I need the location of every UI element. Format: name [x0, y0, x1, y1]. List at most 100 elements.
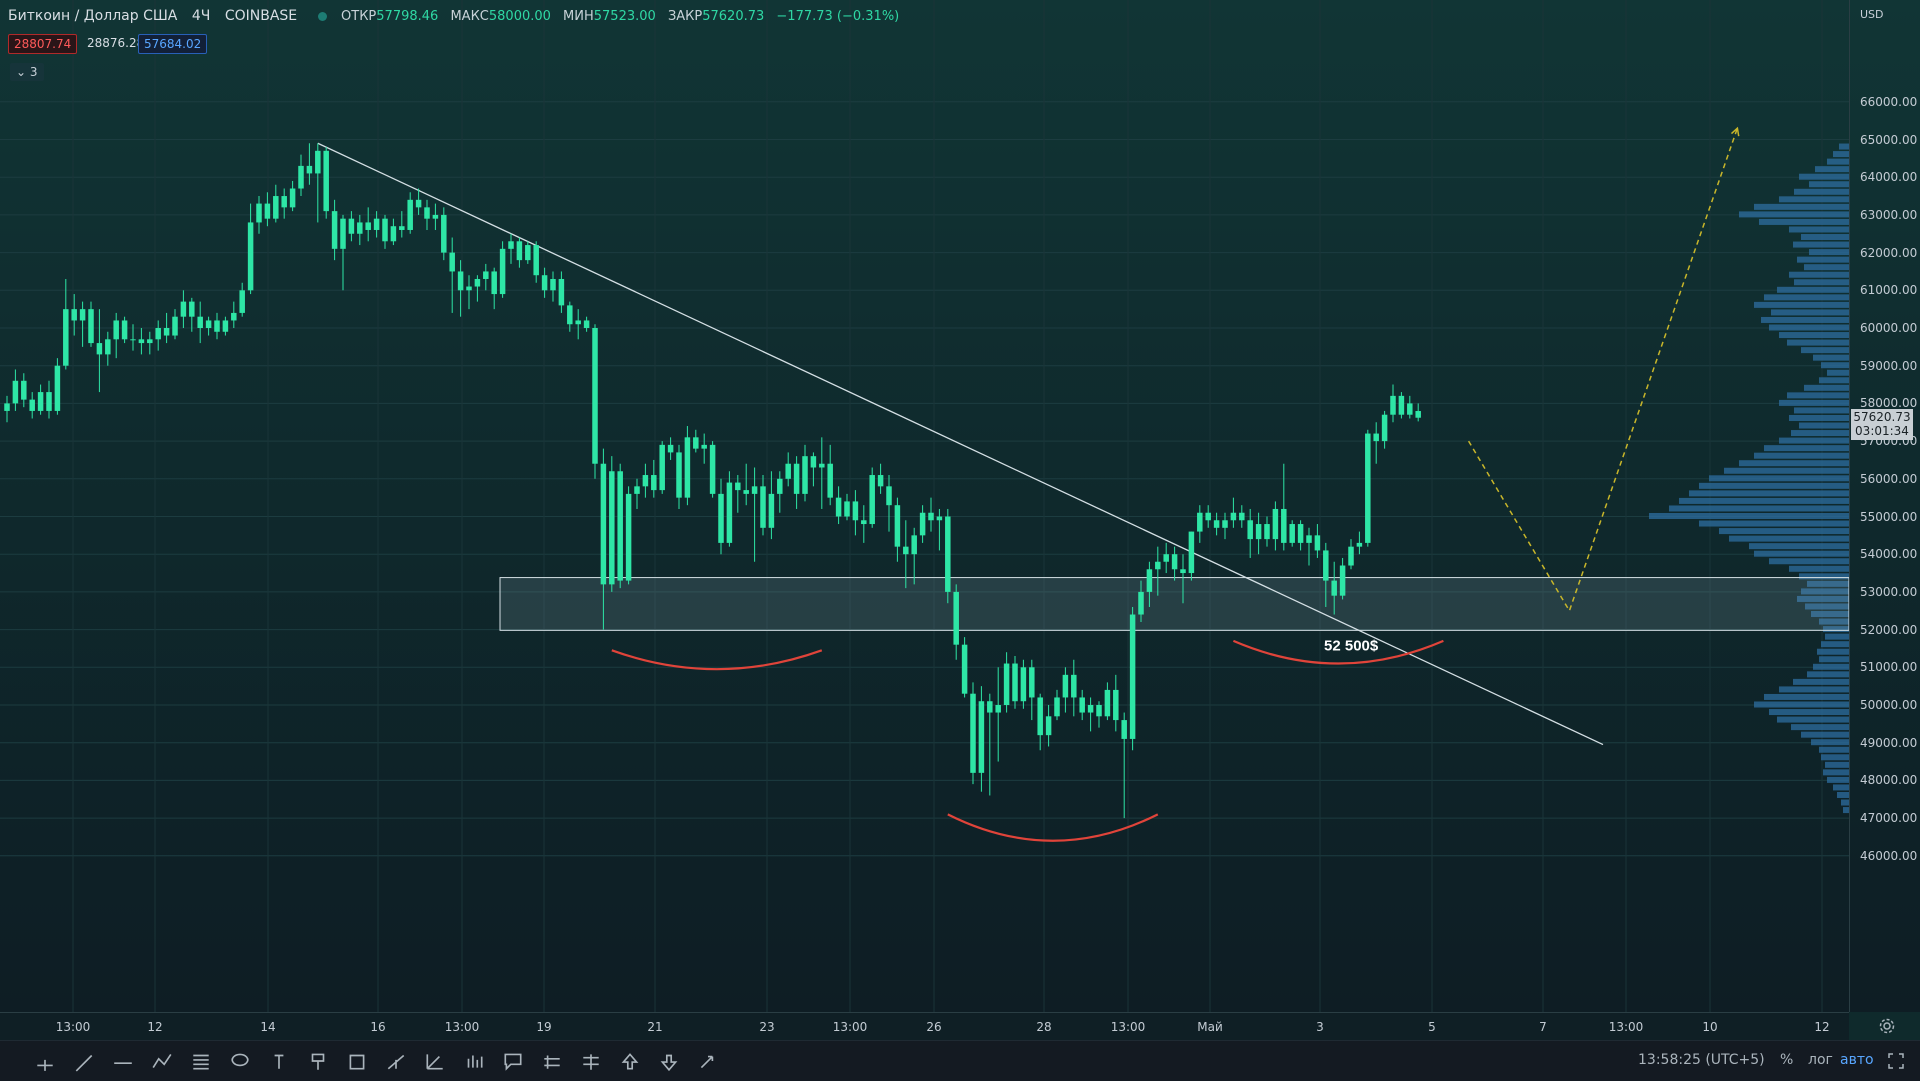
- candle-body: [163, 328, 170, 336]
- candle-body: [1087, 705, 1094, 713]
- clock[interactable]: 13:58:25 (UTC+5): [1638, 1052, 1765, 1068]
- ohlc-values: ОТКР57798.46 МАКС58000.00 МИН57523.00 ЗА…: [341, 9, 907, 24]
- parallel-tool[interactable]: [537, 1047, 567, 1075]
- low-value: 57523.00: [593, 9, 656, 24]
- candle-body: [1205, 512, 1211, 521]
- symbol-name[interactable]: Биткоин / Доллар США: [8, 8, 178, 24]
- channel-tool[interactable]: [576, 1047, 606, 1075]
- open-value: 57798.46: [376, 9, 439, 24]
- volume-profile-bar: [1779, 332, 1849, 339]
- volume-profile-bar: [1841, 799, 1849, 806]
- volume-profile-bar: [1801, 588, 1849, 595]
- brush-tool[interactable]: [303, 1047, 333, 1075]
- log-scale-toggle[interactable]: лог: [1808, 1052, 1833, 1068]
- candle-body: [961, 644, 968, 694]
- candle-body: [172, 316, 178, 336]
- gear-icon[interactable]: [1878, 1017, 1896, 1035]
- price-chart[interactable]: 52 500$: [0, 0, 1849, 1012]
- pattern-arc: [1232, 639, 1444, 665]
- volume-profile-bar: [1754, 550, 1849, 557]
- arrow-down-icon: [660, 1054, 678, 1072]
- time-tick-label: 13:00: [832, 1020, 868, 1034]
- time-tick-label: 12: [1814, 1020, 1830, 1034]
- pitchfork-tool[interactable]: [381, 1047, 411, 1075]
- percent-scale-toggle[interactable]: %: [1780, 1052, 1794, 1068]
- candle-body: [415, 199, 422, 208]
- candle-body: [138, 339, 145, 344]
- volume-profile-bar: [1724, 467, 1849, 474]
- chart-area[interactable]: 52 500$ Биткоин / Доллар США 4Ч COINBASE…: [0, 0, 1849, 1012]
- volume-profile-bar: [1799, 422, 1849, 429]
- candle-body: [1113, 689, 1119, 721]
- candle-body: [617, 471, 623, 581]
- candle-body: [919, 512, 926, 536]
- ellipse-tool[interactable]: [225, 1047, 255, 1075]
- crosshair-icon: [37, 1059, 53, 1071]
- candle-body: [541, 275, 548, 291]
- candle-body: [558, 278, 565, 306]
- candle-body: [457, 271, 464, 291]
- candle-body: [1003, 663, 1010, 705]
- fullscreen-icon[interactable]: [1888, 1053, 1904, 1069]
- horizontal-line-icon: [114, 1062, 132, 1065]
- price-tick-label: 56000.00: [1860, 471, 1918, 486]
- candle-body: [1306, 535, 1312, 543]
- interval-label[interactable]: 4Ч: [191, 8, 211, 24]
- volume-profile-bar: [1787, 339, 1849, 346]
- candle-body: [928, 512, 934, 521]
- time-tick-label: 13:00: [1110, 1020, 1146, 1034]
- buy-price-badge[interactable]: 57684.02: [138, 34, 208, 54]
- volume-profile-bar: [1771, 309, 1849, 316]
- volume-profile-bar: [1779, 686, 1849, 693]
- indicators-collapse-button[interactable]: ⌄ 3: [10, 63, 44, 81]
- polyline-tool[interactable]: [147, 1047, 177, 1075]
- candle-body: [441, 214, 447, 253]
- price-axis[interactable]: USD 46000.00 47000.00 48000.00 49000.00 5000…: [1849, 0, 1920, 1012]
- trendline-tool[interactable]: [69, 1047, 99, 1075]
- volume-tool[interactable]: [459, 1047, 489, 1075]
- candle-body: [1213, 520, 1220, 528]
- fib-tool[interactable]: [186, 1047, 216, 1075]
- candle-body: [1121, 720, 1127, 739]
- candle-body: [684, 437, 691, 498]
- candle-body: [869, 475, 875, 525]
- horizontal-line-tool[interactable]: [108, 1047, 138, 1075]
- text-tool[interactable]: [264, 1047, 294, 1075]
- arrow-up-tool[interactable]: [615, 1047, 645, 1075]
- candle-body: [1180, 569, 1186, 574]
- arrow-down-tool[interactable]: [654, 1047, 684, 1075]
- volume-profile-bar: [1821, 641, 1849, 648]
- price-tick-label: 59000.00: [1860, 358, 1918, 373]
- time-axis[interactable]: 13:00 12 14 16 13:00 19 21 23 13:00 26 28 13:00 Май 3…: [0, 1012, 1849, 1041]
- candle-body: [953, 591, 959, 645]
- candle-body: [449, 252, 455, 272]
- volume-profile-bar: [1805, 603, 1849, 610]
- candle-body: [827, 463, 833, 498]
- volume-profile-bar: [1809, 249, 1849, 256]
- candle-body: [894, 505, 901, 547]
- gann-tool[interactable]: [420, 1047, 450, 1075]
- fib-icon: [193, 1054, 209, 1070]
- volume-profile-bar: [1793, 678, 1849, 685]
- volume-profile-bar: [1815, 166, 1849, 173]
- indicators-count: 3: [29, 65, 38, 79]
- rectangle-tool[interactable]: [342, 1047, 372, 1075]
- auto-scale-toggle[interactable]: авто: [1840, 1052, 1874, 1068]
- callout-tool[interactable]: [498, 1047, 528, 1075]
- volume-profile-bar: [1787, 392, 1849, 399]
- volume-profile-bar: [1709, 475, 1849, 482]
- crosshair-tool[interactable]: [30, 1047, 60, 1075]
- volume-profile-bar: [1779, 399, 1849, 406]
- volume-profile-bar: [1819, 618, 1849, 625]
- candle-body: [79, 309, 86, 321]
- candle-body: [1255, 524, 1262, 540]
- time-tick-label: 10: [1702, 1020, 1718, 1034]
- sell-price-badge[interactable]: 28807.74: [8, 34, 78, 54]
- candle-body: [1104, 689, 1111, 717]
- measure-tool[interactable]: [693, 1047, 723, 1075]
- candle-body: [499, 248, 506, 295]
- candle-body: [1272, 508, 1279, 540]
- price-tick-label: 46000.00: [1860, 848, 1918, 863]
- volume-profile-bar: [1764, 445, 1849, 452]
- last-price-tag: 57620.73 03:01:34: [1851, 408, 1913, 440]
